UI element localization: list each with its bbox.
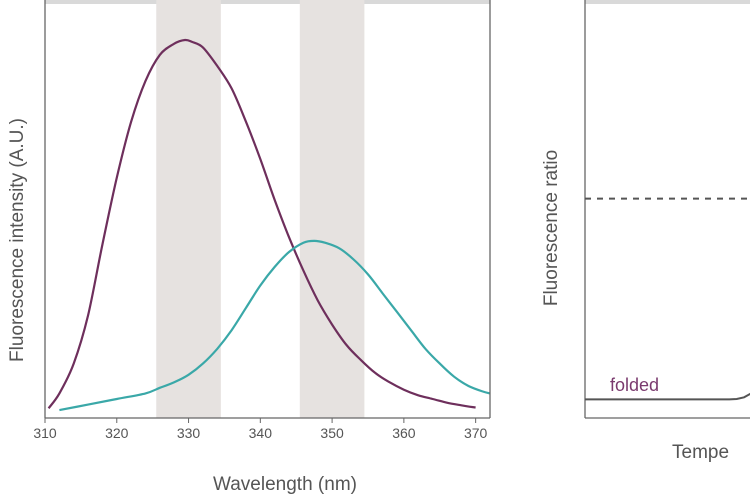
shaded-band-1 [156, 0, 221, 418]
x-tick-label: 340 [249, 425, 273, 441]
ratio-panel: folded Fluorescence ratio Tempe [541, 0, 750, 463]
right-y-axis-title: Fluorescence ratio [541, 150, 562, 306]
x-tick-label: 370 [464, 425, 488, 441]
top-frame-strip [45, 0, 490, 4]
x-tick-label: 350 [320, 425, 344, 441]
series-line-folded [47, 38, 476, 409]
series-line-folded-ratio [585, 392, 750, 401]
y-axis-title: Fluorescence intensity (A.U.) [7, 118, 28, 362]
x-tick-label: 330 [177, 425, 201, 441]
x-tick-label: 360 [392, 425, 416, 441]
x-axis-title: Wavelength (nm) [213, 474, 357, 495]
series-line-unfolded [59, 239, 491, 412]
x-tick-label: 310 [33, 425, 57, 441]
right-x-axis-title: Tempe [672, 442, 729, 463]
x-tick-label: 320 [105, 425, 129, 441]
spectrum-panel: 310 320 330 340 350 360 370 Wavelength (nm) Fl… [7, 0, 491, 495]
top-frame-strip-right [585, 0, 750, 4]
annotation-folded: folded [610, 375, 659, 395]
shaded-band-2 [299, 0, 365, 418]
